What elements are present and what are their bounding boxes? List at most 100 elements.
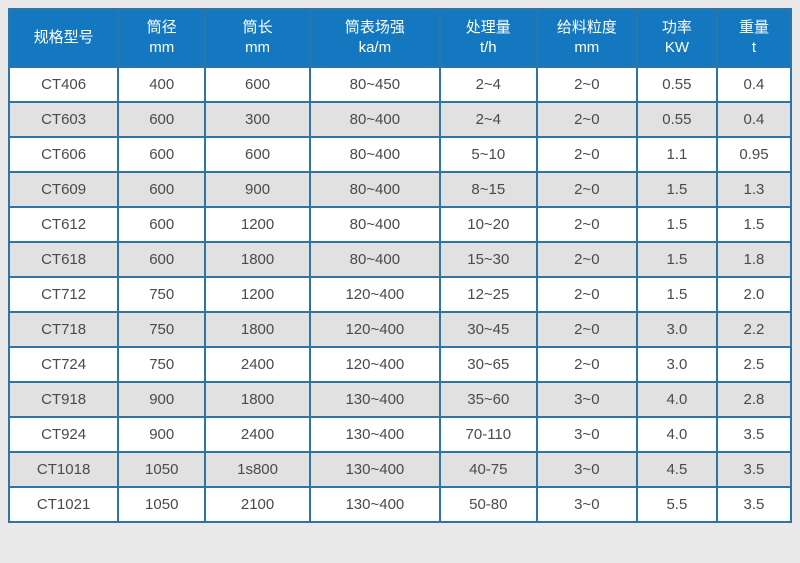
table-row: CT612 600 1200 80~400 10~20 2~0 1.5 1.5	[7, 206, 793, 243]
table-cell: 1050	[117, 486, 207, 523]
table-cell: 80~400	[308, 136, 441, 173]
table-cell: 1050	[117, 451, 207, 488]
table-head: 规格型号 筒径 mm 筒长 mm 筒表场强 ka/m 处理量 t/h 给料粒度 mm 功率 KW 重量 t	[7, 8, 793, 68]
table-cell: 120~400	[308, 276, 441, 313]
table-cell: 70-110	[438, 416, 538, 453]
table-cell: CT606	[7, 136, 120, 173]
table-cell: 1.5	[635, 206, 718, 243]
table-cell: 130~400	[308, 451, 441, 488]
table-cell: 2~0	[535, 311, 638, 348]
table-cell: 600	[117, 101, 207, 138]
column-unit: KW	[664, 39, 689, 56]
column-unit: mm	[149, 39, 175, 56]
table-cell: 2400	[204, 416, 311, 453]
table-cell: 4.5	[635, 451, 718, 488]
column-unit: ka/m	[358, 39, 392, 56]
table-cell: 40-75	[438, 451, 538, 488]
table-cell: 1.5	[635, 171, 718, 208]
header-row: 规格型号 筒径 mm 筒长 mm 筒表场强 ka/m 处理量 t/h 给料粒度 mm 功率 KW 重量 t	[7, 8, 793, 68]
table-row: CT924 900 2400 130~400 70-110 3~0 4.0 3.5	[7, 416, 793, 453]
table-cell: 400	[117, 66, 207, 103]
table-cell: 130~400	[308, 486, 441, 523]
table-row: CT712 750 1200 120~400 12~25 2~0 1.5 2.0	[7, 276, 793, 313]
table-cell: 750	[117, 311, 207, 348]
table-cell: 4.0	[635, 416, 718, 453]
table-cell: 130~400	[308, 381, 441, 418]
table-cell: 600	[117, 136, 207, 173]
table-cell: CT603	[7, 101, 120, 138]
table-cell: 2.0	[715, 276, 793, 313]
column-unit: mm	[574, 39, 600, 56]
column-label: 规格型号	[33, 28, 94, 46]
column-label: 处理量	[465, 18, 511, 36]
column-header: 重量 t	[715, 8, 793, 68]
table-cell: 1.1	[635, 136, 718, 173]
table-cell: CT612	[7, 206, 120, 243]
table-cell: 600	[117, 206, 207, 243]
table-cell: CT1018	[7, 451, 120, 488]
column-header: 处理量 t/h	[438, 8, 538, 68]
column-unit: t	[751, 39, 757, 56]
table-cell: 30~65	[438, 346, 538, 383]
column-header: 筒径 mm	[117, 8, 207, 68]
column-label: 筒径	[146, 18, 177, 36]
column-label: 功率	[661, 18, 692, 36]
table-cell: 15~30	[438, 241, 538, 278]
table-row: CT1018 1050 1s800 130~400 40-75 3~0 4.5 3.5	[7, 451, 793, 488]
table-cell: CT406	[7, 66, 120, 103]
table-cell: CT924	[7, 416, 120, 453]
table-cell: CT918	[7, 381, 120, 418]
table-cell: 900	[204, 171, 311, 208]
table-cell: 2~0	[535, 276, 638, 313]
table-cell: 0.55	[635, 66, 718, 103]
table-cell: 900	[117, 381, 207, 418]
table-row: CT718 750 1800 120~400 30~45 2~0 3.0 2.2	[7, 311, 793, 348]
table-cell: 2~4	[438, 66, 538, 103]
table-cell: 3.5	[715, 416, 793, 453]
table-cell: 80~400	[308, 171, 441, 208]
table-cell: 3~0	[535, 451, 638, 488]
table-cell: 600	[204, 136, 311, 173]
table-cell: 50-80	[438, 486, 538, 523]
table-cell: 300	[204, 101, 311, 138]
spec-table-container: 规格型号 筒径 mm 筒长 mm 筒表场强 ka/m 处理量 t/h 给料粒度 mm 功率 KW 重量 t …	[7, 8, 793, 523]
table-cell: CT718	[7, 311, 120, 348]
table-cell: 12~25	[438, 276, 538, 313]
table-cell: 0.4	[715, 66, 793, 103]
table-cell: 120~400	[308, 346, 441, 383]
table-row: CT724 750 2400 120~400 30~65 2~0 3.0 2.5	[7, 346, 793, 383]
table-cell: 1.5	[635, 276, 718, 313]
column-header: 给料粒度 mm	[535, 8, 638, 68]
table-body: CT406 400 600 80~450 2~4 2~0 0.55 0.4 CT603 600 30…	[7, 66, 793, 523]
table-cell: 2100	[204, 486, 311, 523]
table-cell: 1800	[204, 311, 311, 348]
table-cell: 2.5	[715, 346, 793, 383]
table-cell: 0.4	[715, 101, 793, 138]
table-cell: 2400	[204, 346, 311, 383]
table-cell: 1800	[204, 381, 311, 418]
column-unit: t/h	[479, 39, 497, 56]
table-cell: 3.5	[715, 451, 793, 488]
table-cell: 1.3	[715, 171, 793, 208]
table-cell: 35~60	[438, 381, 538, 418]
table-cell: 1s800	[204, 451, 311, 488]
column-header: 功率 KW	[635, 8, 718, 68]
table-row: CT618 600 1800 80~400 15~30 2~0 1.5 1.8	[7, 241, 793, 278]
table-cell: 2~0	[535, 171, 638, 208]
table-cell: 2~0	[535, 101, 638, 138]
column-label: 重量	[738, 18, 769, 36]
table-row: CT606 600 600 80~400 5~10 2~0 1.1 0.95	[7, 136, 793, 173]
table-cell: 600	[117, 171, 207, 208]
table-cell: CT1021	[7, 486, 120, 523]
column-label: 筒长	[242, 18, 273, 36]
table-cell: 80~400	[308, 241, 441, 278]
table-cell: CT618	[7, 241, 120, 278]
table-cell: 3.0	[635, 311, 718, 348]
table-cell: CT724	[7, 346, 120, 383]
table-cell: 2~0	[535, 346, 638, 383]
column-unit: mm	[245, 39, 271, 56]
table-cell: 3~0	[535, 486, 638, 523]
table-cell: 600	[117, 241, 207, 278]
table-cell: 600	[204, 66, 311, 103]
table-cell: 80~400	[308, 206, 441, 243]
